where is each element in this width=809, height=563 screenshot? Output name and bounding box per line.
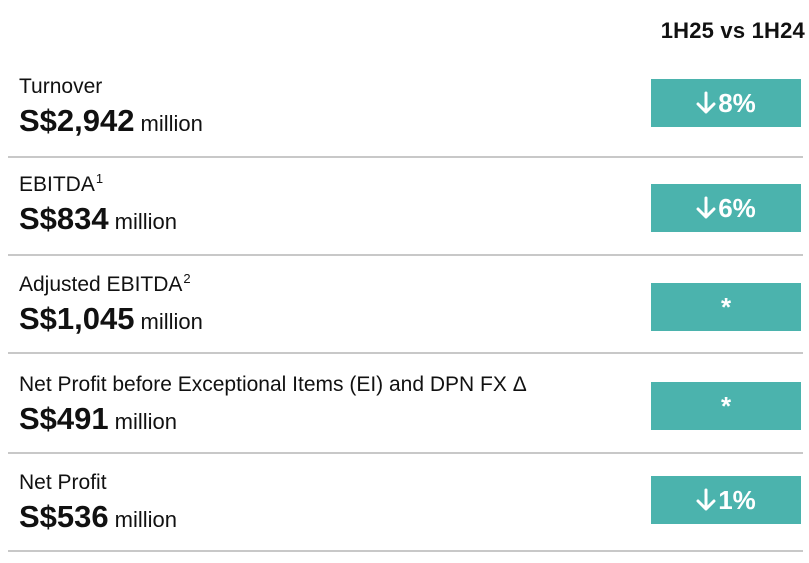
metric-label: Turnover [19, 75, 102, 99]
metric-amount: S$1,045 [19, 301, 135, 336]
change-badge: * [651, 382, 801, 430]
metric-label-text: Adjusted EBITDA [19, 273, 183, 296]
comparison-header: 1H25 vs 1H24 [660, 18, 805, 43]
arrow-down-icon [696, 488, 716, 512]
row-divider [8, 156, 803, 158]
metric-value: S$834 million [19, 201, 177, 237]
arrow-down-icon [696, 91, 716, 115]
metric-unit: million [114, 409, 177, 434]
change-value: * [720, 390, 732, 421]
metric-row-net-profit-before-ei: Net Profit before Exceptional Items (EI)… [0, 356, 809, 454]
metric-label-text: Net Profit [19, 471, 107, 494]
metric-label-text: Net Profit before Exceptional Items (EI)… [19, 373, 527, 396]
change-badge: * [651, 283, 801, 331]
change-value: 8% [718, 87, 756, 118]
metric-label: Net Profit [19, 471, 107, 495]
metric-unit: million [140, 309, 203, 334]
metric-value: S$2,942 million [19, 103, 203, 139]
change-badge: 8% [651, 79, 801, 127]
row-divider [8, 352, 803, 354]
metric-label: Adjusted EBITDA2 [19, 271, 191, 297]
metric-value: S$536 million [19, 499, 177, 535]
metric-label: EBITDA1 [19, 171, 104, 197]
change-value: * [720, 291, 732, 322]
change-badge: 6% [651, 184, 801, 232]
arrow-down-icon [696, 196, 716, 220]
metric-amount: S$834 [19, 201, 109, 236]
metric-value: S$491 million [19, 401, 177, 437]
row-divider [8, 550, 803, 552]
footnote-marker: 2 [183, 271, 191, 286]
metric-amount: S$491 [19, 401, 109, 436]
metric-row-turnover: Turnover S$2,942 million 8% [0, 60, 809, 158]
metric-row-net-profit: Net Profit S$536 million 1% [0, 454, 809, 552]
metric-label-text: Turnover [19, 75, 103, 98]
metric-unit: million [140, 111, 203, 136]
change-value: 6% [718, 192, 756, 223]
row-divider [8, 254, 803, 256]
metric-amount: S$536 [19, 499, 109, 534]
metric-amount: S$2,942 [19, 103, 135, 138]
change-value: 1% [718, 484, 756, 515]
metric-unit: million [114, 209, 177, 234]
metric-unit: million [114, 507, 177, 532]
footnote-marker: 1 [95, 171, 104, 186]
metric-label: Net Profit before Exceptional Items (EI)… [19, 373, 527, 397]
metric-row-ebitda: EBITDA1 S$834 million 6% [0, 158, 809, 256]
row-divider [8, 452, 803, 454]
metric-label-text: EBITDA [19, 173, 95, 196]
metric-row-adjusted-ebitda: Adjusted EBITDA2 S$1,045 million * [0, 256, 809, 354]
metric-value: S$1,045 million [19, 301, 203, 337]
change-badge: 1% [651, 476, 801, 524]
